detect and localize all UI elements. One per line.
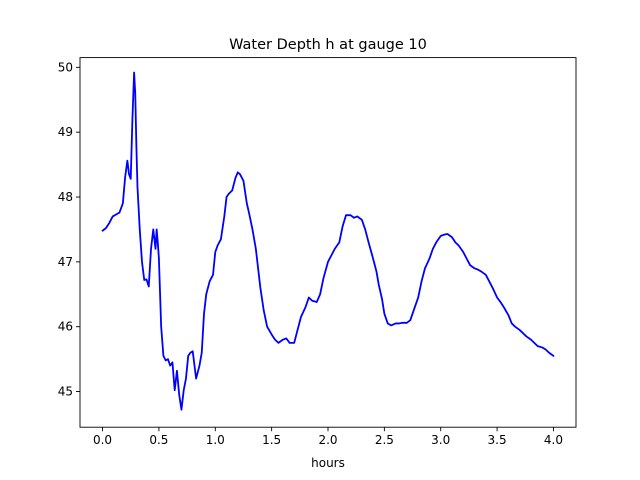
x-tick-label: 2.5 bbox=[375, 433, 394, 447]
chart-title: Water Depth h at gauge 10 bbox=[229, 37, 427, 53]
x-axis-ticks: 0.0 0.5 1.0 1.5 2.0 2.5 3.0 3.5 4.0 bbox=[93, 427, 563, 447]
y-axis-ticks: 45 46 47 48 49 50 bbox=[58, 60, 80, 399]
x-tick-label: 1.0 bbox=[206, 433, 225, 447]
x-tick-label: 1.5 bbox=[262, 433, 281, 447]
x-tick-label: 0.5 bbox=[149, 433, 168, 447]
y-tick-label: 49 bbox=[58, 125, 73, 139]
x-tick-label: 2.0 bbox=[318, 433, 337, 447]
y-tick-label: 46 bbox=[58, 320, 73, 334]
y-tick-label: 50 bbox=[58, 60, 73, 74]
y-tick-label: 45 bbox=[58, 385, 73, 399]
x-tick-label: 4.0 bbox=[544, 433, 563, 447]
plot-area bbox=[80, 57, 576, 428]
plot-frame bbox=[79, 57, 577, 428]
series-line-water-depth bbox=[101, 71, 555, 411]
y-tick-label: 48 bbox=[58, 190, 73, 204]
x-tick-label: 3.0 bbox=[431, 433, 450, 447]
x-tick-label: 3.5 bbox=[488, 433, 507, 447]
y-tick-label: 47 bbox=[58, 255, 73, 269]
x-axis-label: hours bbox=[311, 456, 345, 470]
x-tick-label: 0.0 bbox=[93, 433, 112, 447]
